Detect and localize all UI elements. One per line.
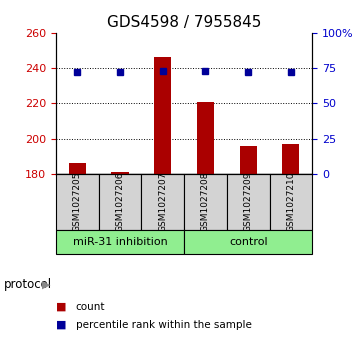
Bar (154, 57, 171, 174)
Text: percentile rank within the sample: percentile rank within the sample (76, 320, 252, 330)
Text: GSM1027210: GSM1027210 (286, 172, 295, 232)
FancyBboxPatch shape (184, 231, 312, 254)
Text: GSM1027206: GSM1027206 (116, 172, 125, 232)
Text: GSM1027209: GSM1027209 (244, 172, 253, 232)
FancyBboxPatch shape (227, 174, 270, 231)
Text: count: count (76, 302, 105, 312)
Text: miR-31 inhibition: miR-31 inhibition (73, 237, 168, 247)
Bar (197, 102, 214, 174)
Text: protocol: protocol (4, 278, 52, 291)
Title: GDS4598 / 7955845: GDS4598 / 7955845 (107, 15, 261, 30)
Text: ■: ■ (56, 320, 66, 330)
Bar (112, 172, 129, 174)
FancyBboxPatch shape (56, 174, 99, 231)
Bar (282, 144, 300, 174)
FancyBboxPatch shape (142, 174, 184, 231)
Bar (69, 163, 86, 174)
Text: ▶: ▶ (42, 280, 50, 290)
Text: GSM1027208: GSM1027208 (201, 172, 210, 232)
FancyBboxPatch shape (56, 231, 184, 254)
Text: control: control (229, 237, 268, 247)
Text: GSM1027205: GSM1027205 (73, 172, 82, 232)
Bar (240, 146, 257, 174)
Text: GSM1027207: GSM1027207 (158, 172, 167, 232)
Text: ■: ■ (56, 302, 66, 312)
FancyBboxPatch shape (184, 174, 227, 231)
FancyBboxPatch shape (270, 174, 312, 231)
FancyBboxPatch shape (99, 174, 142, 231)
